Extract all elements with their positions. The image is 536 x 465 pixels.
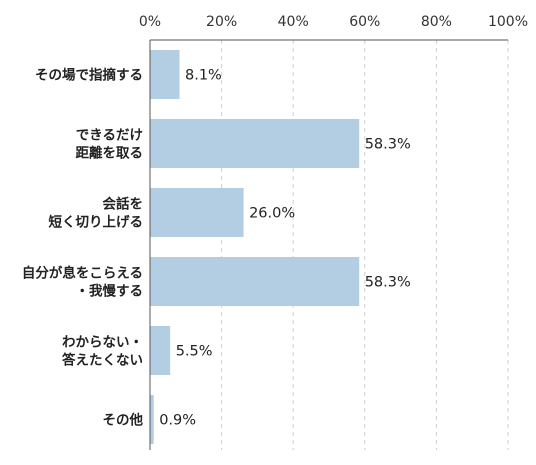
bar [150, 188, 244, 237]
x-tick-label: 0% [139, 14, 161, 30]
x-tick-label: 40% [278, 14, 309, 30]
category-label: その場で指摘する [35, 67, 143, 84]
category-label: わからない・ [62, 335, 143, 351]
category-label: ・我慢する [76, 283, 144, 300]
bar [150, 50, 180, 99]
bar [150, 119, 360, 168]
category-label: その他 [103, 412, 144, 429]
x-tick-label: 80% [421, 14, 452, 30]
data-label: 58.3% [365, 137, 411, 153]
data-label: 8.1% [185, 68, 222, 84]
category-label: 短く切り上げる [49, 214, 144, 231]
x-tick-label: 100% [488, 14, 528, 30]
bar [150, 395, 154, 444]
x-tick-label: 20% [206, 14, 237, 30]
category-label: 答えたくない [62, 352, 143, 369]
data-label: 5.5% [176, 344, 213, 360]
grid-lines [149, 39, 509, 450]
data-label: 26.0% [249, 206, 295, 222]
x-tick-label: 60% [349, 14, 380, 30]
data-label: 0.9% [159, 413, 196, 429]
category-label: できるだけ [76, 128, 143, 144]
category-label: 会話を [103, 196, 144, 213]
bars [150, 50, 360, 444]
data-label: 58.3% [365, 275, 411, 291]
bar [150, 257, 360, 306]
category-label: 自分が息をこらえる [22, 265, 143, 282]
bar [150, 326, 171, 375]
labels: 0% 20% 40% 60% 80% 100% 8.1% その場で指摘する 58.3% できるだけ… [22, 14, 528, 429]
category-label: 距離を取る [76, 145, 144, 162]
